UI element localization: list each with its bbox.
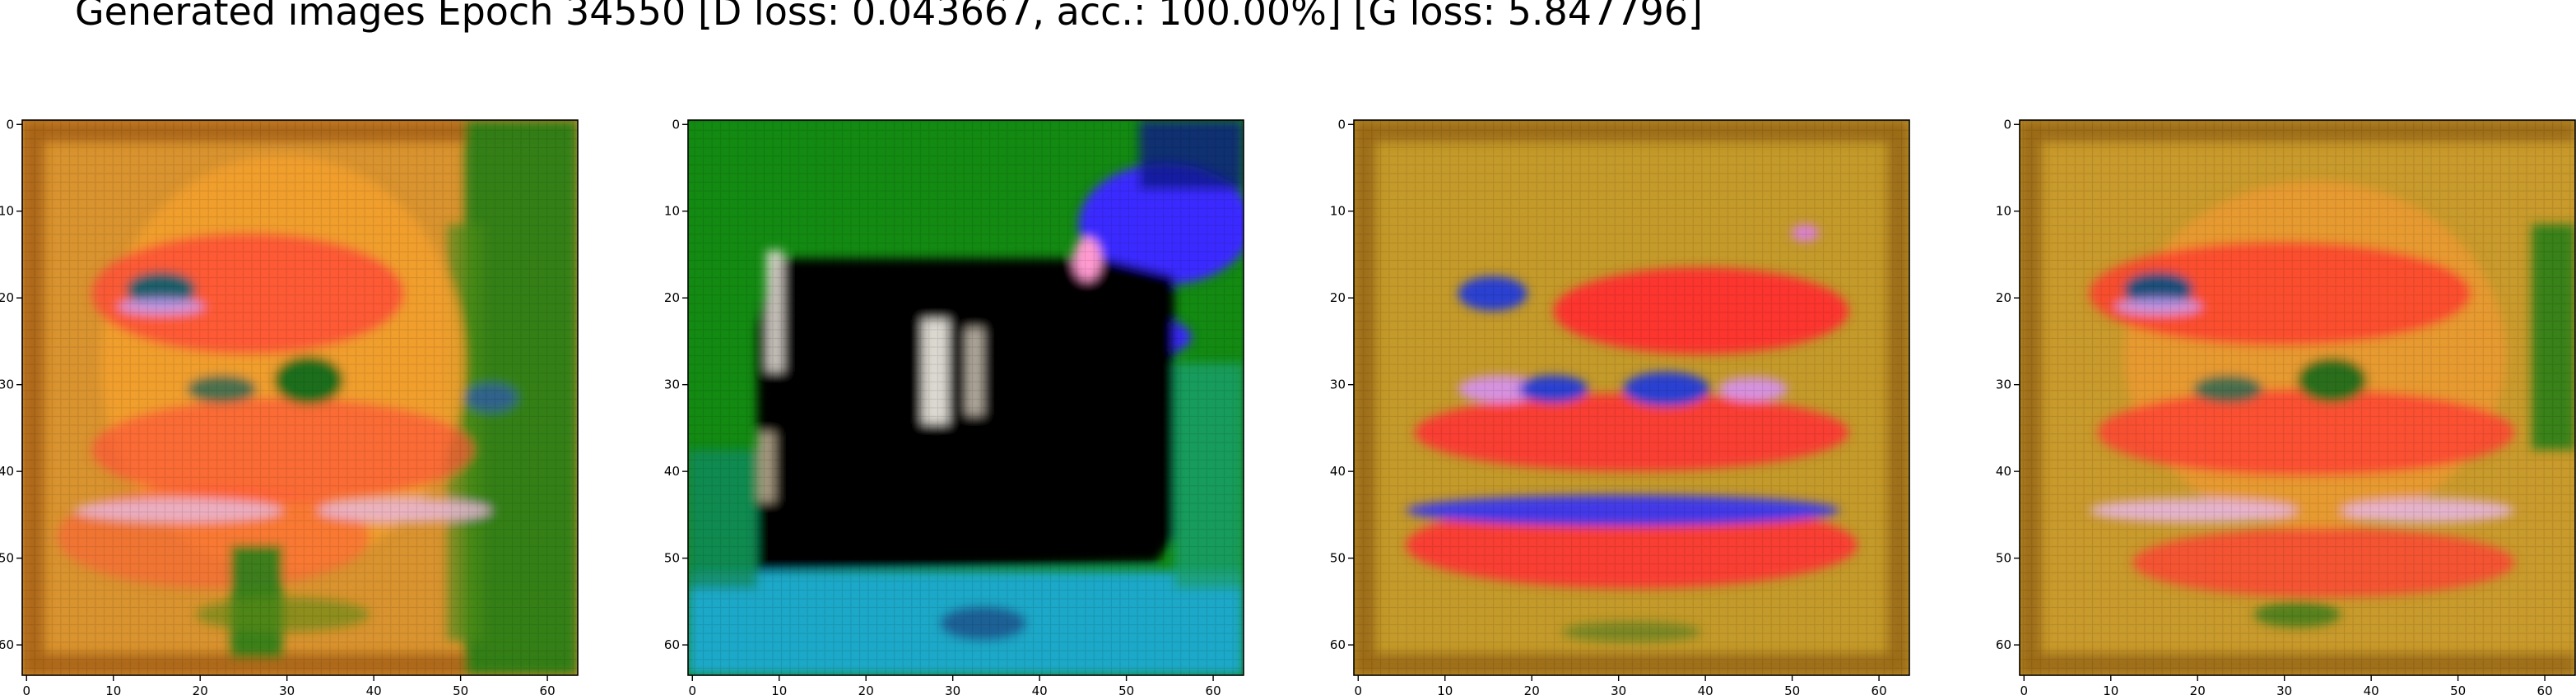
axes-frame [687, 119, 1244, 676]
y-tick-label: 10 [0, 204, 14, 219]
pixel-grid-overlay [1354, 120, 1909, 675]
x-tick-label: 30 [2276, 683, 2292, 695]
axes-frame [1353, 119, 1910, 676]
x-tick-label: 60 [1206, 683, 1221, 695]
x-tick-label: 50 [1784, 683, 1800, 695]
image-panel: 0 0 10 10 20 20 30 30 40 40 50 50 60 60 [0, 117, 579, 695]
x-tick-label: 40 [366, 683, 382, 695]
y-tick-label: 30 [1996, 378, 2011, 392]
x-tick-label: 10 [2103, 683, 2118, 695]
x-tick-label: 20 [193, 683, 208, 695]
y-tick-label: 50 [1330, 551, 1346, 566]
y-tick-label: 40 [0, 464, 14, 479]
y-tick-label: 60 [0, 637, 14, 652]
y-tick-label: 60 [664, 637, 680, 652]
y-tick-label: 0 [672, 117, 680, 132]
y-tick-label: 10 [1996, 204, 2011, 219]
y-tick-label: 40 [1996, 464, 2011, 479]
x-tick-label: 50 [2450, 683, 2466, 695]
image-panel: 0 0 10 10 20 20 30 30 40 40 50 50 60 60 [664, 117, 1244, 695]
x-tick-label: 60 [540, 683, 556, 695]
y-tick-label: 20 [1996, 290, 2011, 305]
y-tick-label: 60 [1996, 637, 2011, 652]
x-tick-label: 20 [1524, 683, 1540, 695]
x-tick-label: 40 [1698, 683, 1713, 695]
x-tick-label: 10 [105, 683, 121, 695]
y-tick-label: 20 [664, 290, 680, 305]
x-tick-label: 20 [2190, 683, 2206, 695]
generated-image-1 [22, 120, 578, 675]
x-tick-label: 30 [279, 683, 295, 695]
pixel-grid-overlay [688, 120, 1244, 675]
y-tick-label: 30 [0, 378, 14, 392]
axes-frame [2019, 119, 2576, 676]
y-tick-label: 50 [1996, 551, 2011, 566]
x-tick-label: 0 [689, 683, 697, 695]
x-tick-label: 0 [2020, 683, 2029, 695]
pixel-grid-overlay [22, 120, 578, 675]
x-tick-label: 40 [1032, 683, 1048, 695]
figure-title: Generated images Epoch 34550 [D loss: 0.… [75, 0, 1703, 34]
x-tick-label: 0 [23, 683, 31, 695]
generated-image-4 [2020, 120, 2575, 675]
x-tick-label: 30 [1611, 683, 1626, 695]
axes-frame [21, 119, 579, 676]
x-tick-label: 40 [2364, 683, 2379, 695]
image-grid: 0 0 10 10 20 20 30 30 40 40 50 50 60 60 0 0 10 10 20 20 30 30… [0, 117, 2576, 695]
x-tick-label: 50 [1118, 683, 1134, 695]
y-tick-label: 50 [664, 551, 680, 566]
x-tick-label: 20 [858, 683, 874, 695]
x-tick-label: 10 [771, 683, 787, 695]
y-tick-label: 0 [2003, 117, 2011, 132]
generated-image-3 [1354, 120, 1909, 675]
y-tick-label: 10 [664, 204, 680, 219]
x-tick-label: 60 [1872, 683, 1887, 695]
x-tick-label: 10 [1437, 683, 1453, 695]
image-panel: 0 0 10 10 20 20 30 30 40 40 50 50 60 60 [1330, 117, 1910, 695]
y-tick-label: 10 [1330, 204, 1346, 219]
y-tick-label: 20 [0, 290, 14, 305]
pixel-grid-overlay [2020, 120, 2575, 675]
y-tick-label: 20 [1330, 290, 1346, 305]
y-tick-label: 30 [664, 378, 680, 392]
y-tick-label: 0 [1337, 117, 1346, 132]
image-panel: 0 0 10 10 20 20 30 30 40 40 50 50 60 60 [1996, 117, 2576, 695]
x-tick-label: 30 [945, 683, 960, 695]
x-tick-label: 60 [2537, 683, 2553, 695]
generated-image-2 [688, 120, 1244, 675]
y-tick-label: 40 [1330, 464, 1346, 479]
y-tick-label: 50 [0, 551, 14, 566]
y-tick-label: 40 [664, 464, 680, 479]
x-tick-label: 50 [453, 683, 468, 695]
y-tick-label: 30 [1330, 378, 1346, 392]
y-tick-label: 60 [1330, 637, 1346, 652]
x-tick-label: 0 [1355, 683, 1363, 695]
y-tick-label: 0 [6, 117, 14, 132]
